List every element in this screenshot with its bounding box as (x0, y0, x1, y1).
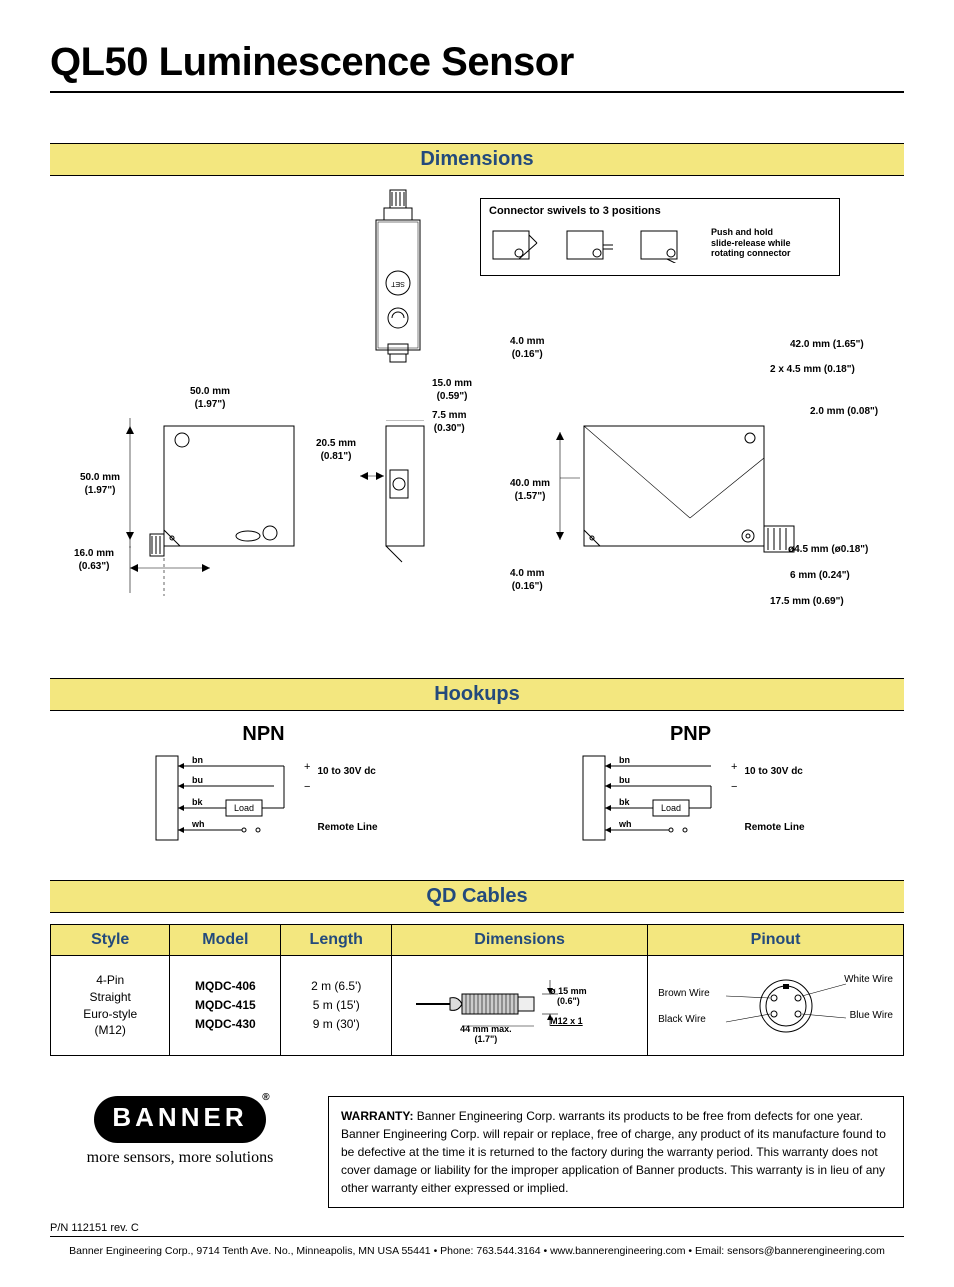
section-dimensions-header: Dimensions (50, 143, 904, 176)
length-2: 9 m (30') (289, 1015, 383, 1034)
company-line: Banner Engineering Corp., 9714 Tenth Ave… (50, 1245, 904, 1257)
warranty-label: WARRANTY: (341, 1109, 413, 1123)
svg-text:bn: bn (619, 755, 630, 765)
footer-row: BANNER ® more sensors, more solutions WA… (50, 1096, 904, 1208)
svg-text:+: + (304, 761, 310, 773)
dim-20.5mm: 20.5 mm(0.81") (316, 438, 356, 463)
svg-text:+: + (731, 761, 737, 773)
connector-pos-1-icon (489, 223, 539, 263)
qd-cables-table: Style Model Length Dimensions Pinout 4-P… (50, 924, 904, 1056)
dim-6mm: 6 mm (0.24") (790, 570, 850, 583)
cell-cable-dim: ø 15 mm(0.6") M12 x 1 44 mm max.(1.7") (392, 956, 648, 1056)
connector-note: Push and hold slide-release while rotati… (711, 227, 791, 259)
table-row: 4-PinStraightEuro-style(M12) MQDC-406 MQ… (51, 956, 904, 1056)
dim-2x4.5mm: 2 x 4.5 mm (0.18") (770, 364, 855, 377)
dimensions-diagram: Connector swivels to 3 positions Push an… (50, 188, 904, 658)
pnp-remote: Remote Line (745, 822, 805, 833)
hookup-npn-title: NPN (134, 723, 394, 746)
svg-text:bu: bu (619, 775, 630, 785)
cable-dia: ø 15 mm(0.6") (550, 986, 587, 1008)
hookup-npn: NPN bn bu bk Load wh + − 10 to 30V dc Rem… (134, 723, 394, 850)
cell-pinout: Brown Wire Black Wire White Wire Blue Wi… (648, 956, 904, 1056)
npn-remote: Remote Line (318, 822, 378, 833)
svg-text:bk: bk (619, 797, 630, 807)
svg-text:wh: wh (618, 819, 632, 829)
model-2: MQDC-430 (178, 1015, 272, 1034)
middle-side-view (360, 420, 450, 580)
svg-text:bn: bn (192, 755, 203, 765)
logo-block: BANNER ® more sensors, more solutions (50, 1096, 310, 1167)
banner-logo: BANNER ® (94, 1096, 265, 1143)
dim-50mm-w: 50.0 mm(1.97") (190, 386, 230, 411)
cell-lengths: 2 m (6.5') 5 m (15') 9 m (30') (281, 956, 392, 1056)
pin-white: White Wire (844, 974, 893, 986)
hookup-pnp-title: PNP (561, 723, 821, 746)
section-qd-header: QD Cables (50, 880, 904, 913)
svg-text:−: − (731, 781, 737, 793)
svg-text:wh: wh (191, 819, 205, 829)
col-dimensions: Dimensions (392, 925, 648, 956)
cable-len: 44 mm max.(1.7") (460, 1024, 512, 1046)
connector-box-title: Connector swivels to 3 positions (489, 205, 831, 217)
model-1: MQDC-415 (178, 996, 272, 1015)
dim-7.5mm: 7.5 mm(0.30") (432, 410, 466, 435)
svg-text:bk: bk (192, 797, 203, 807)
hookup-pnp: PNP bn bu bk Load wh + − 10 to 30V dc Rem… (561, 723, 821, 850)
dim-4.5mm: ø4.5 mm (ø0.18") (788, 544, 868, 557)
col-length: Length (281, 925, 392, 956)
length-1: 5 m (15') (289, 996, 383, 1015)
cell-models: MQDC-406 MQDC-415 MQDC-430 (170, 956, 281, 1056)
page-title: QL50 Luminescence Sensor (50, 40, 904, 93)
pin-blue: Blue Wire (850, 1010, 893, 1022)
col-pinout: Pinout (648, 925, 904, 956)
pnp-supply: 10 to 30V dc (745, 766, 803, 777)
warranty-text: Banner Engineering Corp. warrants its pr… (341, 1109, 886, 1195)
svg-text:SET: SET (390, 280, 404, 287)
svg-text:bu: bu (192, 775, 203, 785)
dim-4mm-top: 4.0 mm(0.16") (510, 336, 544, 361)
cable-thread: M12 x 1 (550, 1016, 583, 1027)
dim-42mm: 42.0 mm (1.65") (790, 339, 864, 352)
dim-40mm: 40.0 mm(1.57") (510, 478, 550, 503)
col-model: Model (170, 925, 281, 956)
length-0: 2 m (6.5') (289, 977, 383, 996)
dim-17.5mm: 17.5 mm (0.69") (770, 596, 844, 609)
tagline: more sensors, more solutions (50, 1149, 310, 1167)
pin-brown: Brown Wire (658, 988, 710, 1000)
connector-pos-3-icon (637, 223, 687, 263)
npn-supply: 10 to 30V dc (318, 766, 376, 777)
right-side-view (550, 418, 870, 618)
connector-pos-2-icon (563, 223, 613, 263)
dim-2mm: 2.0 mm (0.08") (810, 406, 878, 419)
dim-15mm: 15.0 mm(0.59") (432, 378, 472, 403)
top-connector-drawing: SET (370, 188, 440, 368)
dim-16mm: 16.0 mm(0.63") (74, 548, 114, 573)
dim-4mm-bot: 4.0 mm(0.16") (510, 568, 544, 593)
svg-text:Load: Load (233, 803, 253, 813)
warranty-box: WARRANTY: Banner Engineering Corp. warra… (328, 1096, 904, 1208)
table-header-row: Style Model Length Dimensions Pinout (51, 925, 904, 956)
section-hookups-header: Hookups (50, 678, 904, 711)
col-style: Style (51, 925, 170, 956)
model-0: MQDC-406 (178, 977, 272, 996)
left-front-view (110, 418, 310, 598)
pin-black: Black Wire (658, 1014, 706, 1026)
logo-text: BANNER (112, 1102, 247, 1132)
svg-text:Load: Load (660, 803, 680, 813)
dim-50mm-h: 50.0 mm(1.97") (80, 472, 120, 497)
hookups-row: NPN bn bu bk Load wh + − 10 to 30V dc Rem… (50, 723, 904, 850)
connector-positions-box: Connector swivels to 3 positions Push an… (480, 198, 840, 276)
registered-icon: ® (262, 1092, 273, 1103)
cell-style: 4-PinStraightEuro-style(M12) (51, 956, 170, 1056)
svg-text:−: − (304, 781, 310, 793)
